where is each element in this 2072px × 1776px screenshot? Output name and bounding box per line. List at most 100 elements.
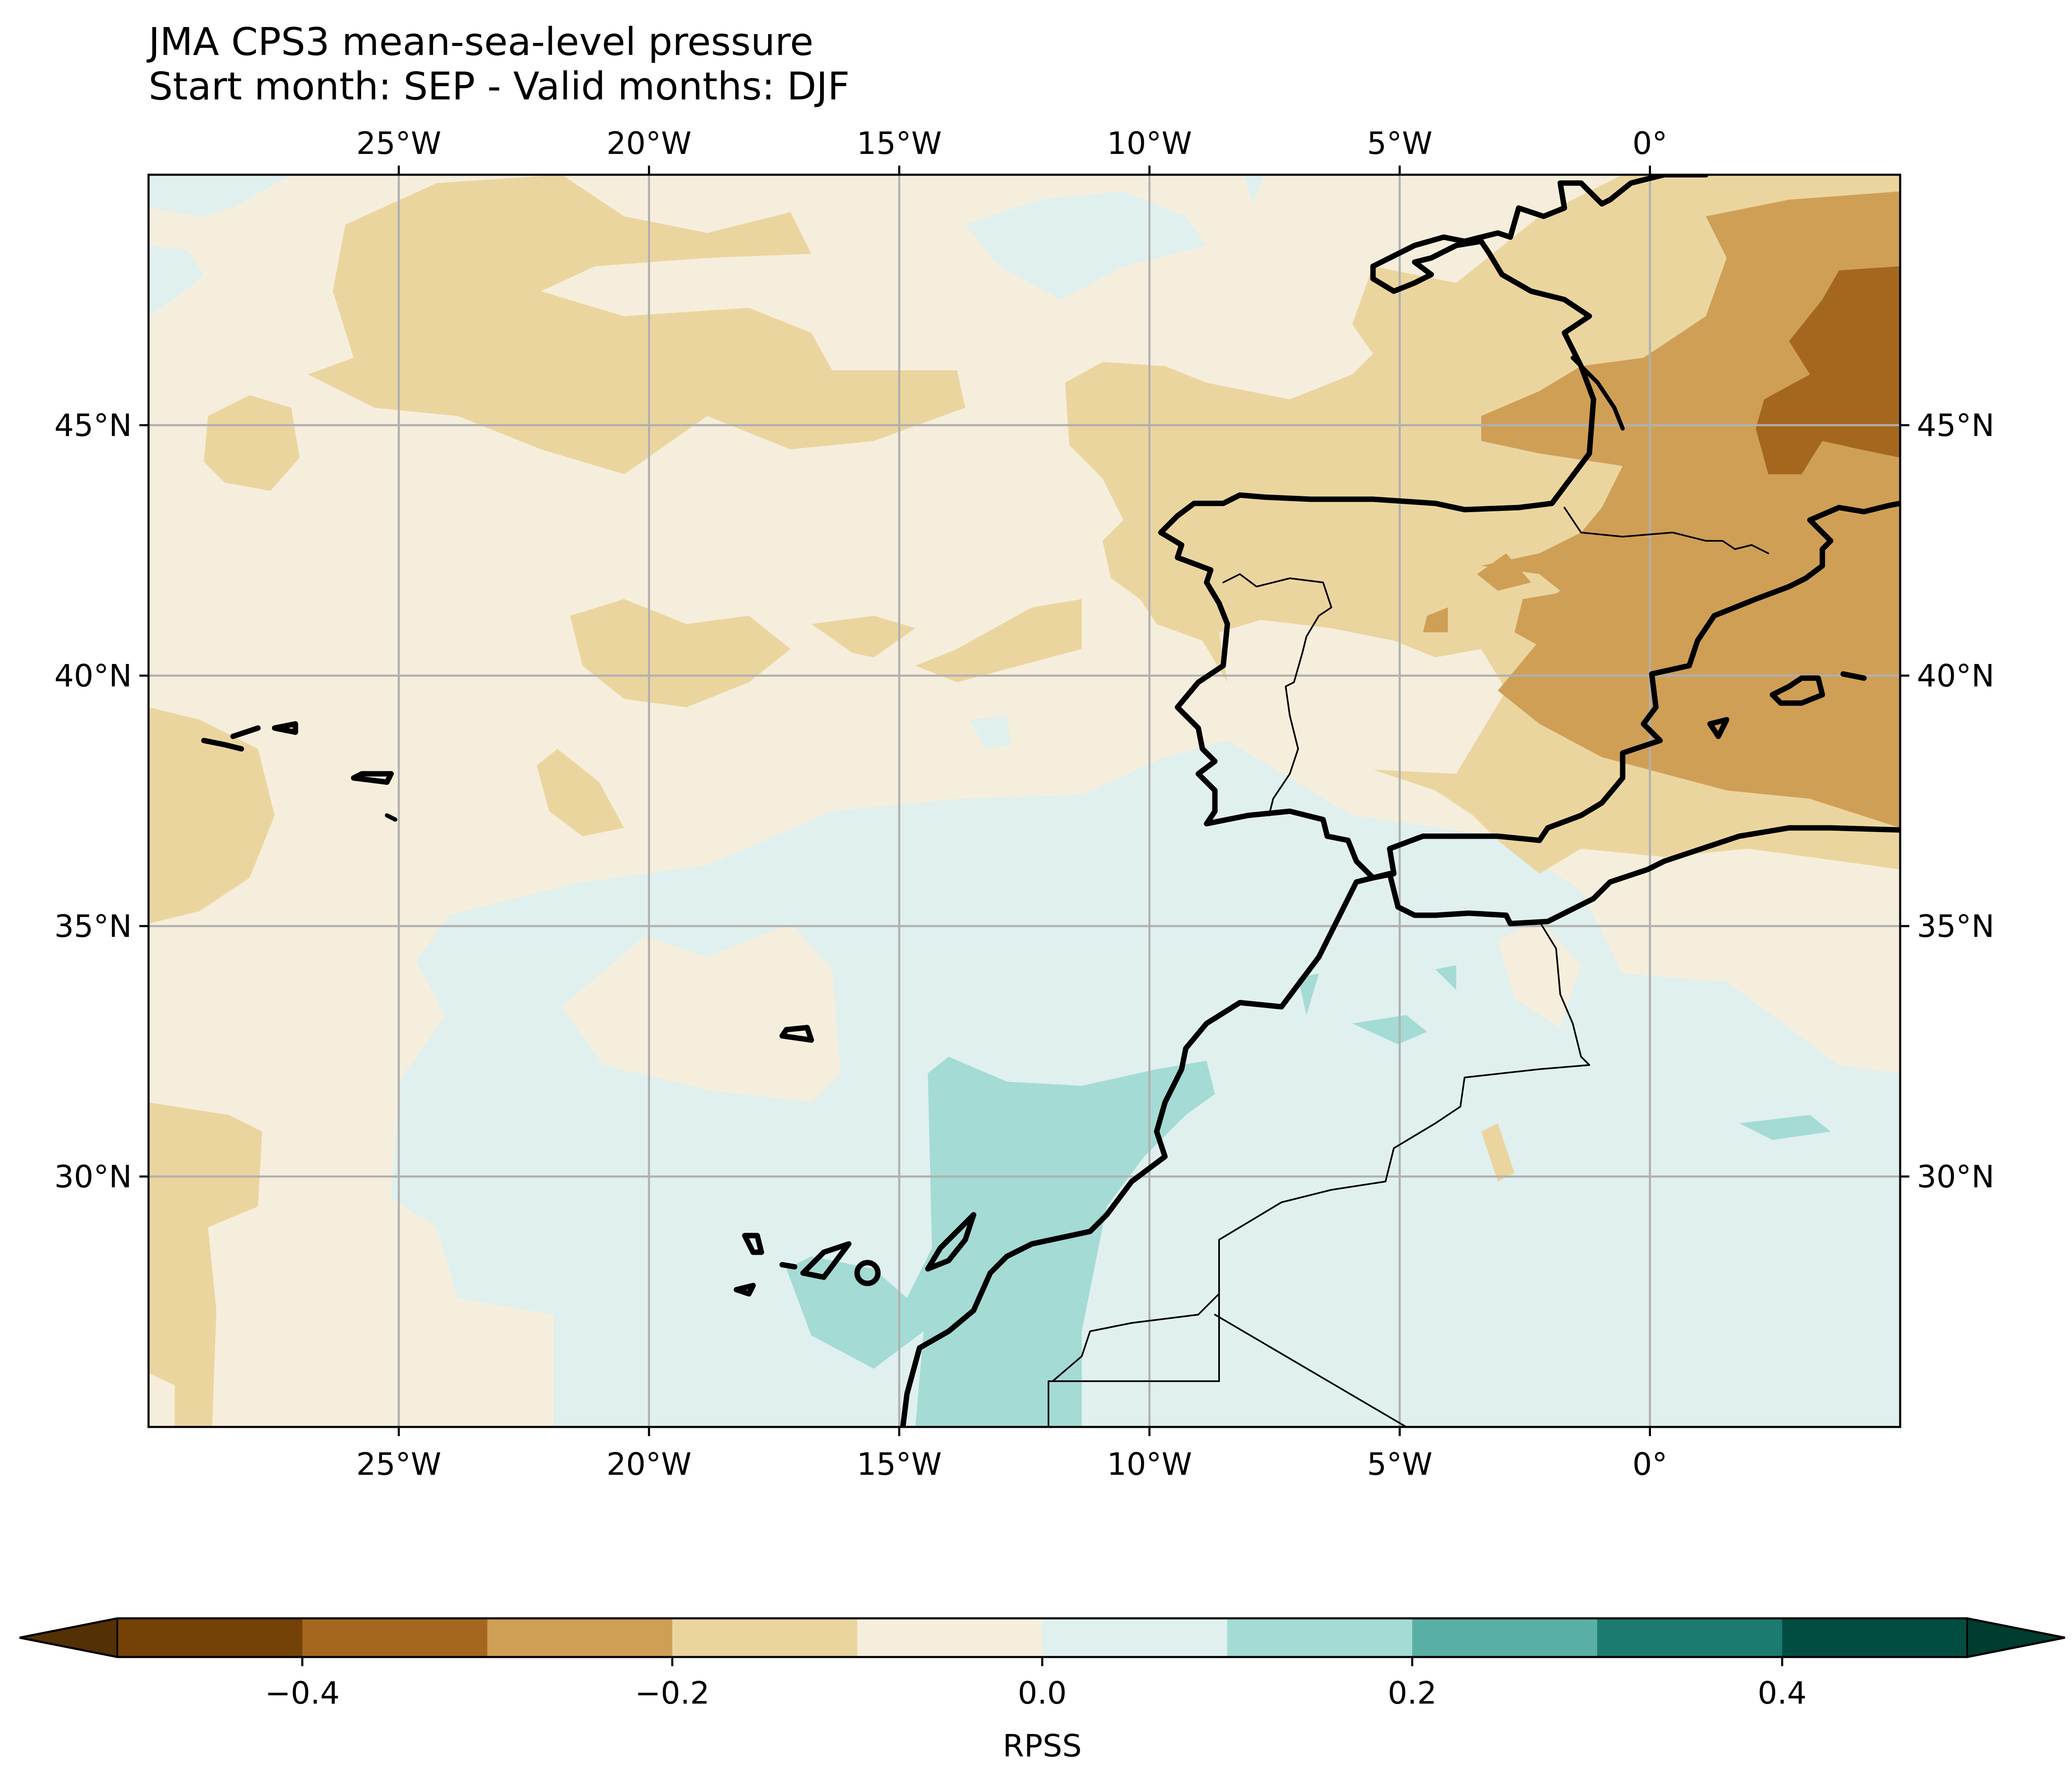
lat-label-right-1: 40°N [1917,658,1995,694]
lon-label-top-0: 25°W [356,126,441,161]
map-frame [147,173,1901,1428]
colorbar-tick-label-0: −0.4 [265,1675,340,1711]
shade-positive-patch-5 [1352,1015,1427,1044]
shade-negative-patch-7 [149,1373,175,1427]
colorbar-ticks: −0.4 −0.2 0.0 0.2 0.4 [265,1657,1807,1711]
shade-positive-patch-2 [562,924,840,1102]
island-ibiza [1707,717,1730,739]
island-azores-3 [272,721,298,735]
colorbar-tick-label-4: 0.4 [1758,1675,1807,1711]
colorbar-outline [19,1617,2065,1658]
rpss-shading [149,175,1900,1427]
coastline-france [1370,175,1709,490]
coastline-morocco [900,871,1393,1427]
lon-label-bottom-5: 0° [1633,1447,1668,1482]
shade-negative-patch-4 [811,616,915,657]
shade-negative-medium-4 [1423,607,1448,632]
gridlines [149,175,1900,1427]
island-madeira [779,1025,814,1043]
shade-positive-spain-1 [1431,674,1460,703]
border-france-spain [1564,507,1769,554]
lon-label-top-2: 15°W [857,126,942,161]
island-canary-grancanaria [854,1260,881,1286]
lon-label-top-4: 5°W [1367,126,1433,161]
shade-positive-spain-2 [969,716,1011,749]
shade-negative-medium-2 [1514,574,1723,657]
lat-label-right-0: 45°N [1917,408,1995,443]
island-menorca [1840,671,1867,681]
lat-label-left-1: 40°N [54,658,132,694]
island-canary-gomera [779,1262,798,1270]
shade-negative-west [149,707,275,924]
shade-negative-north [308,175,965,474]
lat-label-right-2: 35°N [1917,909,1995,944]
shade-negative-patch-6 [537,749,624,836]
border-algeria-west [1052,1293,1220,1382]
colorbar-box-4 [857,1618,1043,1657]
colorbar-box-3 [672,1618,858,1657]
shade-positive-north-4 [1244,175,1265,204]
colorbar-extend-under [19,1617,118,1658]
colorbar-tick-label-1: −0.2 [635,1675,710,1711]
lon-label-top-1: 20°W [607,126,691,161]
shade-negative-east-inner [1219,620,1506,774]
lat-label-left-3: 30°N [54,1159,132,1195]
coastline-europe [1158,484,1900,881]
coastline-france-inlet [1571,356,1625,431]
lat-label-right-3: 30°N [1917,1159,1995,1195]
shade-positive-patch-4 [416,1310,499,1373]
shade-positive-north-3 [149,245,204,316]
shade-positive-north-1 [965,191,1207,300]
shade-negative-patch-3 [570,599,791,707]
island-canary-hierro [734,1283,756,1297]
shade-negative-patch-2 [204,395,300,491]
shade-positive-patch-3 [1498,919,1581,1028]
coastline-north-africa [1387,825,1900,926]
lon-label-bottom-3: 10°W [1107,1447,1192,1482]
colorbar-label: RPSS [1003,1728,1082,1764]
lon-label-top-5: 0° [1633,126,1668,161]
map-subtitle: Start month: SEP - Valid months: DJF [149,64,850,109]
lon-label-bottom-1: 20°W [607,1447,691,1482]
map-panel: 25°W 20°W 15°W 10°W 5°W 0° 25°W 20°W 15°W 10°W 5°… [54,126,1994,1482]
lat-ticks-left: 45°N 40°N 35°N 30°N [54,408,149,1195]
island-canary-lanzarote [925,1212,977,1272]
lon-label-bottom-4: 5°W [1367,1447,1433,1482]
island-canary-lapalma [742,1233,764,1255]
colorbar-boxes [117,1618,1968,1657]
lat-ticks-right: 45°N 40°N 35°N 30°N [1900,408,1995,1195]
island-mallorca [1770,675,1825,706]
shade-positive-north-2 [149,175,291,216]
lat-label-left-2: 35°N [54,909,132,944]
shade-positive-patch-7 [1435,965,1456,990]
colorbar-box-8 [1597,1618,1782,1657]
map-title: JMA CPS3 mean-sea-level pressure [149,20,814,64]
border-portugal-spain [1222,573,1332,816]
border-western-sahara [1048,1239,1220,1427]
colorbar-box-2 [487,1618,673,1657]
lat-label-left-0: 45°N [54,408,132,443]
colorbar-box-9 [1782,1618,1968,1657]
shade-negative-strong [1756,266,1900,474]
shade-positive-patch-6 [1739,1115,1831,1140]
colorbar-extend-over [1966,1617,2065,1658]
colorbar-box-0 [117,1618,303,1657]
shade-positive-strong [786,1057,1215,1427]
island-azores-1 [201,738,244,752]
colorbar-box-7 [1412,1618,1598,1657]
colorbar: −0.4 −0.2 0.0 0.2 0.4 RPSS [19,1617,2065,1764]
shade-negative-medium-3 [1477,553,1531,591]
border-morocco-algeria [1218,921,1590,1241]
border-mauritania [1214,1314,1407,1427]
lon-label-bottom-0: 25°W [356,1447,441,1482]
island-azores-2 [230,725,261,739]
island-canary-tenerife [800,1241,852,1280]
colorbar-box-6 [1227,1618,1413,1657]
coastlines [201,175,1900,1427]
lon-label-bottom-2: 15°W [857,1447,942,1482]
colorbar-tick-label-2: 0.0 [1018,1675,1067,1711]
colorbar-tick-label-3: 0.2 [1388,1675,1437,1711]
lon-label-top-3: 10°W [1107,126,1192,161]
